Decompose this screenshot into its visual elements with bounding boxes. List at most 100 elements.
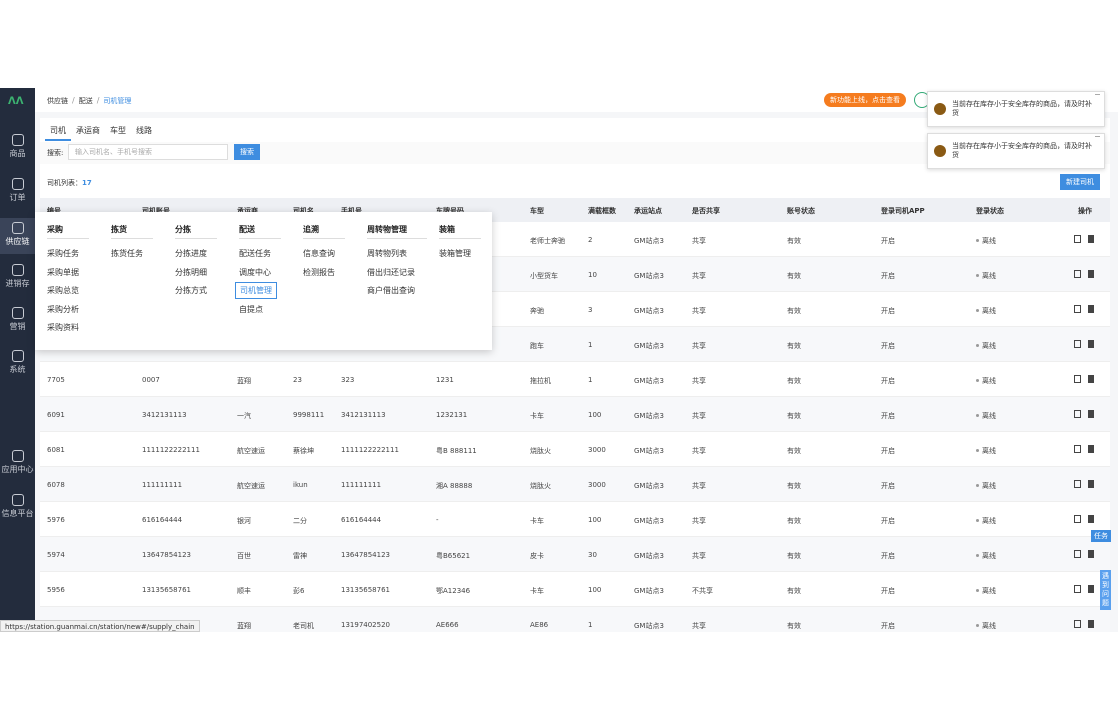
delete-icon[interactable] bbox=[1088, 410, 1094, 418]
table-cell: GM站点3 bbox=[634, 307, 664, 315]
menu-item[interactable]: 信息查询 bbox=[303, 249, 335, 258]
edit-icon[interactable] bbox=[1074, 445, 1081, 453]
menu-item[interactable]: 采购分析 bbox=[47, 304, 79, 314]
table-cell: 323 bbox=[341, 376, 355, 384]
sidebar-item[interactable]: 商品 bbox=[0, 130, 35, 166]
search-button[interactable]: 搜索 bbox=[234, 144, 260, 160]
menu-item[interactable]: 装箱管理 bbox=[439, 249, 471, 258]
toast-close[interactable] bbox=[1095, 94, 1100, 99]
menu-item[interactable]: 自提点 bbox=[239, 304, 263, 314]
table-cell: 1 bbox=[588, 376, 593, 384]
table-cell: 跑车 bbox=[530, 342, 544, 350]
delete-icon[interactable] bbox=[1088, 550, 1094, 558]
menu-item[interactable]: 商户借出查询 bbox=[367, 286, 415, 295]
sidebar-item[interactable]: 系统 bbox=[0, 346, 35, 382]
delete-icon[interactable] bbox=[1088, 305, 1094, 313]
sidebar-item[interactable]: 供应链 bbox=[0, 218, 35, 254]
table-cell: GM站点3 bbox=[634, 272, 664, 280]
sidebar-item[interactable]: 信息平台 bbox=[0, 490, 35, 526]
table-cell: 3000 bbox=[588, 446, 606, 454]
menu-item[interactable]: 采购单据 bbox=[47, 267, 79, 277]
edit-icon[interactable] bbox=[1074, 270, 1081, 278]
edit-icon[interactable] bbox=[1074, 585, 1081, 593]
tab[interactable]: 线路 bbox=[136, 126, 152, 135]
delete-icon[interactable] bbox=[1088, 340, 1094, 348]
table-cell: 离线 bbox=[982, 552, 996, 560]
menu-item[interactable]: 司机管理 bbox=[235, 282, 277, 299]
breadcrumb-item: 司机管理 bbox=[103, 97, 132, 105]
table-cell: ikun bbox=[293, 481, 308, 489]
tab[interactable]: 车型 bbox=[110, 126, 126, 135]
table-row bbox=[40, 607, 1110, 632]
edit-icon[interactable] bbox=[1074, 305, 1081, 313]
menu-item[interactable]: 拣货任务 bbox=[111, 249, 143, 258]
table-cell: 彭6 bbox=[293, 587, 305, 595]
table-row bbox=[40, 467, 1110, 502]
sidebar-item[interactable]: 进销存 bbox=[0, 260, 35, 296]
edit-icon[interactable] bbox=[1074, 480, 1081, 488]
menu-item[interactable]: 周转物列表 bbox=[367, 249, 407, 258]
menu-item[interactable]: 调度中心 bbox=[239, 267, 271, 277]
search-input[interactable]: 输入司机名、手机号搜索 bbox=[68, 144, 228, 160]
edit-icon[interactable] bbox=[1074, 550, 1081, 558]
sidebar-icon bbox=[11, 450, 24, 462]
delete-icon[interactable] bbox=[1088, 235, 1094, 243]
table-cell: 离线 bbox=[982, 517, 996, 525]
table-row bbox=[40, 537, 1110, 572]
delete-icon[interactable] bbox=[1088, 480, 1094, 488]
side-tab[interactable]: 遇到问题 bbox=[1100, 570, 1111, 610]
sidebar-label: 信息平台 bbox=[1, 509, 34, 518]
menu-item[interactable]: 采购总览 bbox=[47, 286, 79, 295]
menu-item[interactable]: 分拣进度 bbox=[175, 249, 207, 258]
menu-divider bbox=[47, 238, 89, 239]
tab[interactable]: 司机 bbox=[45, 122, 71, 141]
table-cell: 2 bbox=[588, 236, 593, 244]
table-cell: GM站点3 bbox=[634, 482, 664, 490]
table-cell: 离线 bbox=[982, 237, 996, 245]
menu-item[interactable]: 分拣方式 bbox=[175, 286, 207, 295]
sidebar-item[interactable]: 营销 bbox=[0, 303, 35, 339]
delete-icon[interactable] bbox=[1088, 515, 1094, 523]
delete-icon[interactable] bbox=[1088, 445, 1094, 453]
breadcrumb-item[interactable]: 配送 bbox=[78, 97, 93, 105]
sidebar-item[interactable]: 订单 bbox=[0, 174, 35, 210]
toast-close[interactable] bbox=[1095, 136, 1100, 141]
table-cell: - bbox=[436, 516, 439, 524]
edit-icon[interactable] bbox=[1074, 235, 1081, 243]
table-cell: 有效 bbox=[787, 342, 801, 350]
edit-icon[interactable] bbox=[1074, 340, 1081, 348]
table-cell: 23 bbox=[293, 376, 302, 384]
table-cell: 13135658761 bbox=[142, 586, 191, 594]
delete-icon[interactable] bbox=[1088, 620, 1094, 628]
menu-item[interactable]: 采购任务 bbox=[47, 249, 79, 258]
menu-item[interactable]: 借出归还记录 bbox=[367, 267, 415, 277]
breadcrumb-sep: / bbox=[96, 96, 100, 105]
table-cell: 离线 bbox=[982, 377, 996, 385]
menu-item[interactable]: 检测报告 bbox=[303, 267, 335, 277]
app: ᐱᐱ 商品 订单 供应链 进销存 营销 系统 应用中心 信息平台 供应链 / 配送 / 司机管理 新功… bbox=[0, 88, 1118, 632]
table-cell: 6078 bbox=[47, 481, 65, 489]
breadcrumb-item[interactable]: 供应链 bbox=[47, 97, 68, 105]
menu-item[interactable]: 分拣明细 bbox=[175, 267, 207, 277]
delete-icon[interactable] bbox=[1088, 375, 1094, 383]
delete-icon[interactable] bbox=[1088, 585, 1094, 593]
edit-icon[interactable] bbox=[1074, 620, 1081, 628]
notice-button[interactable]: 新功能上线，点击查看 bbox=[824, 93, 906, 107]
menu-item[interactable]: 配送任务 bbox=[239, 249, 271, 258]
sidebar-label: 系统 bbox=[9, 365, 26, 374]
delete-icon[interactable] bbox=[1088, 270, 1094, 278]
menu-divider bbox=[111, 238, 153, 239]
sidebar-item[interactable]: 应用中心 bbox=[0, 446, 35, 482]
table-cell: 开启 bbox=[881, 237, 895, 245]
table-cell: 有效 bbox=[787, 552, 801, 560]
side-tab[interactable]: 任务 bbox=[1091, 530, 1111, 542]
menu-item[interactable]: 采购资料 bbox=[47, 323, 79, 332]
column-header: 满载框数 bbox=[588, 207, 616, 215]
table-cell: GM站点3 bbox=[634, 447, 664, 455]
new-driver-button[interactable]: 新建司机 bbox=[1060, 174, 1100, 190]
tab[interactable]: 承运商 bbox=[76, 126, 100, 135]
edit-icon[interactable] bbox=[1074, 375, 1081, 383]
column-header: 登录状态 bbox=[976, 207, 1004, 215]
edit-icon[interactable] bbox=[1074, 410, 1081, 418]
edit-icon[interactable] bbox=[1074, 515, 1081, 523]
